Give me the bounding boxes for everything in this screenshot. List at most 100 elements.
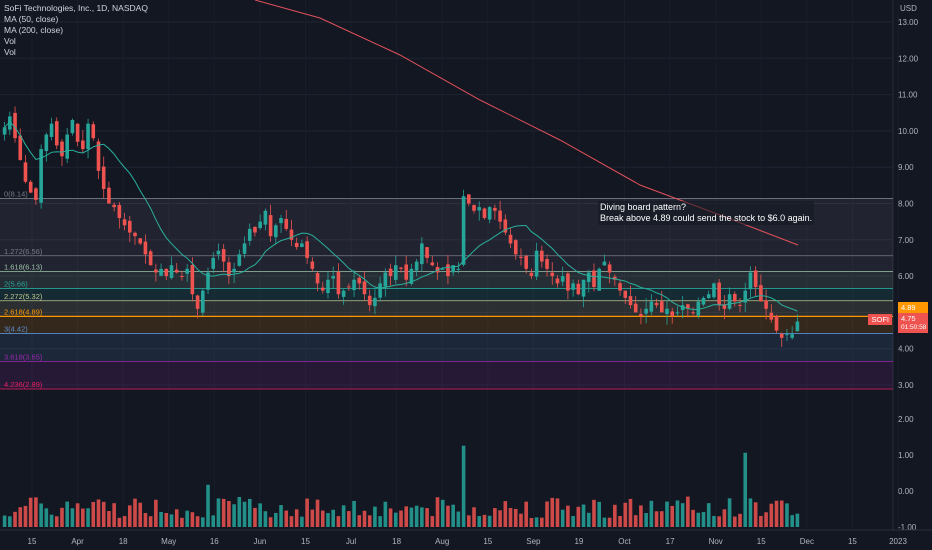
time-tick-label-8: 18 xyxy=(392,537,401,546)
time-tick-label-11: Sep xyxy=(526,537,541,546)
candle-body-61 xyxy=(320,287,325,291)
candle-body-122 xyxy=(639,313,643,317)
price-tick-label-1: 4.00 xyxy=(898,345,914,354)
volume-bar-97 xyxy=(508,508,513,527)
candle-body-27 xyxy=(143,241,148,255)
legend-vol-2[interactable]: Vol xyxy=(4,47,16,57)
fib-zone-6 xyxy=(0,333,893,362)
volume-bar-0 xyxy=(2,515,7,527)
legend-vol-1[interactable]: Vol xyxy=(4,36,16,46)
volume-bar-78 xyxy=(409,507,414,527)
candle-body-13 xyxy=(70,120,75,134)
candle-body-58 xyxy=(305,241,309,258)
volume-bar-32 xyxy=(169,514,174,527)
volume-bar-7 xyxy=(39,503,43,527)
legend-ma200[interactable]: MA (200, close) xyxy=(4,25,64,35)
candle-body-75 xyxy=(393,265,398,280)
candle-body-101 xyxy=(529,272,534,277)
annotation-note[interactable]: Diving board pattern? Break above 4.89 c… xyxy=(598,201,815,225)
candle-body-93 xyxy=(487,207,492,220)
volume-tick-label-3: 2.00 xyxy=(898,415,914,424)
candle-body-136 xyxy=(712,283,716,298)
candle-body-106 xyxy=(555,278,560,284)
candle-body-38 xyxy=(201,290,205,313)
volume-bar-109 xyxy=(571,516,575,527)
candle-body-24 xyxy=(127,220,132,233)
volume-bar-111 xyxy=(581,504,586,527)
resistance-price-badge: 4.89 xyxy=(898,302,928,313)
candle-body-16 xyxy=(86,123,90,150)
volume-bar-148 xyxy=(774,500,779,527)
candle-body-3 xyxy=(18,135,23,160)
time-tick-label-3: May xyxy=(161,537,176,546)
volume-bar-88 xyxy=(461,445,466,527)
volume-bar-144 xyxy=(753,502,758,527)
currency-label: USD xyxy=(900,4,917,13)
volume-bar-121 xyxy=(633,515,638,527)
candle-body-45 xyxy=(237,254,242,266)
candle-body-147 xyxy=(769,312,774,320)
ma50-line xyxy=(4,121,798,312)
legend-ma50[interactable]: MA (50, close) xyxy=(4,14,59,24)
volume-bar-116 xyxy=(607,517,612,527)
last-price-value: 4.75 xyxy=(901,314,916,323)
volume-bar-122 xyxy=(639,505,643,527)
candle-body-84 xyxy=(440,268,445,270)
candle-body-66 xyxy=(347,286,351,288)
volume-bar-63 xyxy=(331,509,335,527)
volume-bar-141 xyxy=(738,513,742,527)
volume-bar-4 xyxy=(23,505,28,527)
candle-body-142 xyxy=(743,290,748,303)
candle-body-77 xyxy=(404,264,409,280)
volume-bar-3 xyxy=(18,507,23,527)
volume-bar-149 xyxy=(779,500,784,527)
candle-body-26 xyxy=(138,238,143,244)
candle-body-6 xyxy=(34,188,38,200)
volume-bar-46 xyxy=(242,501,247,527)
candle-body-44 xyxy=(232,268,236,273)
candle-body-43 xyxy=(227,262,231,277)
candle-body-87 xyxy=(456,268,461,270)
fib-level-label-8: 4.236(2.89) xyxy=(4,380,43,389)
volume-bar-139 xyxy=(727,498,732,527)
candle-body-108 xyxy=(566,273,570,291)
price-tick-label-5: 8.00 xyxy=(898,200,914,209)
candle-body-23 xyxy=(122,219,127,226)
candle-body-89 xyxy=(467,194,471,204)
volume-bar-9 xyxy=(49,514,54,527)
countdown-value: 01:50:58 xyxy=(901,324,927,331)
candle-body-79 xyxy=(414,261,419,271)
candle-body-102 xyxy=(534,250,539,277)
volume-bar-96 xyxy=(503,501,508,527)
chart-title: SoFi Technologies, Inc., 1D, NASDAQ xyxy=(4,3,148,13)
volume-bar-37 xyxy=(195,516,200,527)
volume-bar-93 xyxy=(487,515,492,527)
volume-bar-126 xyxy=(659,511,664,527)
fib-zone-3 xyxy=(0,288,893,301)
candle-body-90 xyxy=(472,205,476,211)
candle-body-95 xyxy=(498,210,502,222)
volume-bar-94 xyxy=(493,508,497,527)
volume-bar-34 xyxy=(180,517,184,527)
volume-bar-83 xyxy=(435,497,440,527)
candle-body-25 xyxy=(133,232,137,237)
candle-body-17 xyxy=(91,124,96,139)
volume-bar-53 xyxy=(279,505,283,527)
volume-bar-73 xyxy=(383,501,388,527)
candle-body-128 xyxy=(670,311,675,317)
candle-body-99 xyxy=(519,256,523,258)
volume-bar-64 xyxy=(336,516,341,527)
candle-body-12 xyxy=(65,134,69,159)
time-tick-label-15: Nov xyxy=(709,537,723,546)
candle-body-80 xyxy=(420,243,424,265)
volume-bar-13 xyxy=(70,508,75,527)
volume-bar-118 xyxy=(618,515,622,527)
volume-bar-127 xyxy=(665,501,669,527)
volume-bar-33 xyxy=(174,509,179,527)
candle-body-50 xyxy=(263,210,268,225)
candle-body-94 xyxy=(493,207,497,211)
fib-level-label-2: 1.618(6.13) xyxy=(4,262,43,271)
candle-body-18 xyxy=(96,141,101,171)
time-tick-label-17: Dec xyxy=(800,537,814,546)
